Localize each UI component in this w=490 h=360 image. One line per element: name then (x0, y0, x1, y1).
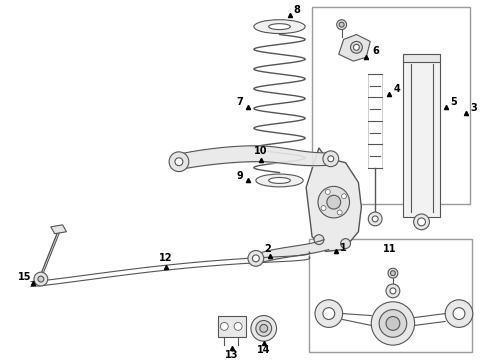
Text: 15: 15 (18, 272, 32, 282)
Circle shape (353, 44, 359, 50)
Circle shape (248, 251, 264, 266)
Circle shape (453, 308, 465, 320)
Text: 7: 7 (237, 96, 244, 107)
Ellipse shape (254, 20, 305, 33)
Text: 9: 9 (237, 171, 244, 180)
Circle shape (328, 156, 334, 162)
Circle shape (321, 206, 326, 211)
Circle shape (342, 194, 346, 199)
Text: 11: 11 (383, 243, 397, 253)
Circle shape (386, 284, 400, 298)
Circle shape (325, 189, 330, 194)
Text: 6: 6 (373, 46, 380, 56)
Circle shape (318, 186, 349, 218)
Circle shape (350, 41, 362, 53)
Circle shape (414, 214, 429, 230)
Circle shape (323, 308, 335, 320)
Polygon shape (306, 148, 361, 251)
Circle shape (327, 195, 341, 209)
Circle shape (260, 324, 268, 332)
Circle shape (337, 210, 342, 215)
Circle shape (368, 212, 382, 226)
Text: 13: 13 (225, 350, 239, 360)
Text: 2: 2 (264, 243, 271, 253)
Circle shape (371, 302, 415, 345)
Circle shape (417, 218, 425, 226)
Text: 10: 10 (254, 146, 268, 156)
Bar (312, 7, 470, 204)
Circle shape (38, 276, 44, 282)
Circle shape (175, 158, 183, 166)
Circle shape (391, 271, 395, 276)
Bar (403, 54, 440, 62)
Circle shape (315, 300, 343, 327)
Text: 8: 8 (294, 5, 301, 15)
Text: 14: 14 (257, 345, 270, 355)
Circle shape (314, 235, 324, 244)
Ellipse shape (256, 174, 303, 187)
Text: 4: 4 (393, 84, 400, 94)
Text: 12: 12 (159, 253, 173, 264)
Ellipse shape (269, 177, 291, 183)
Polygon shape (339, 35, 370, 61)
Circle shape (234, 323, 242, 330)
Text: 3: 3 (470, 103, 477, 113)
Circle shape (390, 288, 396, 294)
Circle shape (251, 316, 276, 341)
Circle shape (323, 151, 339, 167)
Text: 5: 5 (451, 96, 458, 107)
Bar (309, 239, 472, 352)
Circle shape (379, 310, 407, 337)
Polygon shape (51, 225, 67, 234)
Circle shape (372, 216, 378, 222)
Circle shape (252, 255, 259, 262)
Bar (403, 59, 440, 217)
Circle shape (341, 239, 350, 248)
Circle shape (388, 268, 398, 278)
Ellipse shape (269, 24, 291, 30)
Bar (219, 316, 246, 337)
Circle shape (386, 316, 400, 330)
Circle shape (34, 272, 48, 286)
Circle shape (445, 300, 473, 327)
Circle shape (337, 20, 346, 30)
Circle shape (220, 323, 228, 330)
Circle shape (169, 152, 189, 172)
Text: 1: 1 (340, 243, 347, 252)
Circle shape (339, 22, 344, 27)
Circle shape (256, 320, 271, 336)
